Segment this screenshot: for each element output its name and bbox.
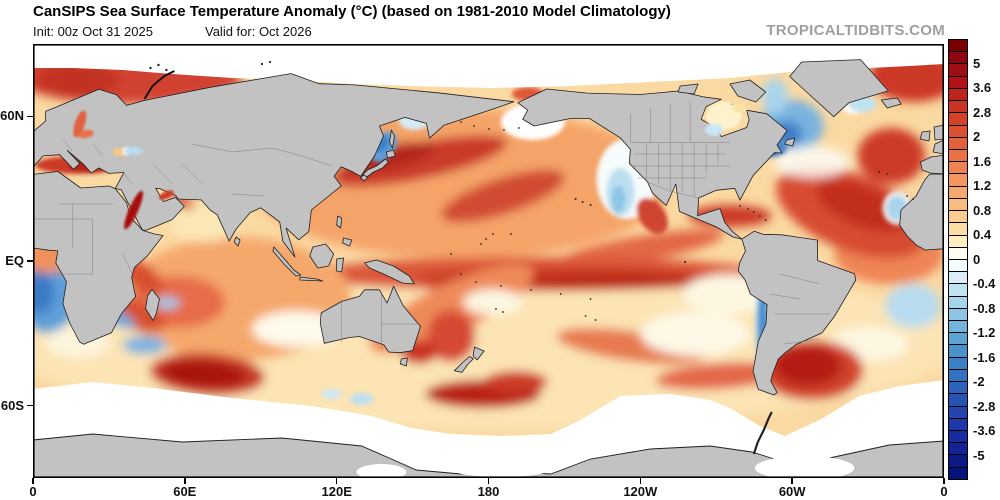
colorbar-segment [949,64,967,77]
valid-time-label: Valid for: Oct 2026 [205,24,312,39]
colorbar-tick-label: 3.6 [973,80,992,95]
colorbar-segment [949,235,967,248]
colorbar-segment [949,284,967,297]
x-axis-tick [639,478,642,484]
colorbar-tick-label: -2.8 [973,398,996,414]
colorbar-segment [949,101,967,114]
colorbar-segment [949,455,967,468]
colorbar-segment [949,76,967,89]
colorbar-segment [949,198,967,212]
colorbar-tick-label: -5 [973,447,985,463]
colorbar-tick-label: 1.2 [973,178,992,193]
page-title: CanSIPS Sea Surface Temperature Anomaly … [33,3,671,20]
colorbar-segment [949,406,967,419]
x-axis-tick-label: 0 [29,484,37,499]
colorbar-segment [949,162,967,175]
colorbar-segment [949,149,967,163]
y-axis-tick-label: EQ [5,252,24,268]
x-axis-tick-label: 0 [940,484,948,499]
colorbar-tick-label: 1.6 [973,153,992,169]
colorbar-segment [949,443,967,456]
colorbar-segment [949,296,967,309]
colorbar-segment [949,369,967,383]
x-axis-tick-label: 120W [623,484,658,499]
colorbar-segment [949,88,967,102]
y-axis-tick-label: 60S [0,397,24,413]
colorbar-segment [949,259,967,273]
init-time-label: Init: 00z Oct 31 2025 [33,24,153,39]
colorbar-segment [949,333,967,346]
x-axis-tick-label: 180 [477,484,500,499]
colorbar-tick-label: -0.4 [973,276,996,291]
colorbar-tick-label: -3.6 [973,423,996,438]
sst-anomaly-map [33,44,945,478]
watermark-tropicaltidbits: TROPICALTIDBITS.COM [766,22,945,39]
colorbar-segment [949,308,967,322]
colorbar-segment [949,186,967,199]
colorbar-tick-label: 5 [973,55,981,71]
colorbar-segment [949,418,967,431]
y-axis-tick [27,404,33,407]
colorbar-tick-label: 0.8 [973,202,992,218]
colorbar-segment [949,394,967,407]
colorbar-segment [949,125,967,138]
x-axis-tick [335,478,338,484]
y-axis-tick-label: 60N [0,108,24,124]
colorbar-segment [949,52,967,65]
colorbar-tick-label: -1.2 [973,325,996,340]
colorbar-segment [949,247,967,260]
colorbar-segment [949,357,967,370]
colorbar [948,39,968,480]
x-axis-tick-label: 60E [173,484,197,499]
colorbar-segment [949,467,967,479]
colorbar-segment [949,382,967,395]
x-axis-tick [791,478,793,484]
colorbar-segment [949,431,967,444]
colorbar-tick-label: -1.6 [973,349,996,365]
colorbar-tick-label: 0.4 [973,227,992,242]
x-axis-tick [184,478,186,484]
colorbar-segment [949,40,967,53]
y-axis-tick [27,260,33,262]
colorbar-segment [949,321,967,334]
x-axis-tick [487,478,490,484]
colorbar-segment [949,211,967,224]
y-axis-tick [27,115,33,118]
colorbar-segment [949,174,967,187]
colorbar-segment [949,113,967,126]
x-axis-tick [32,478,34,484]
colorbar-segment [949,223,967,236]
x-axis-tick-label: 120E [321,484,352,499]
map-canvas [33,44,945,478]
colorbar-tick-label: 2 [973,129,981,144]
x-axis-tick-label: 60W [778,484,806,499]
colorbar-segment [949,137,967,150]
colorbar-tick-label: 0 [973,251,981,267]
colorbar-segment [949,272,967,285]
colorbar-segment [949,345,967,358]
x-axis-tick [943,478,945,484]
colorbar-tick-label: -2 [973,374,985,389]
colorbar-tick-label: 2.8 [973,104,992,120]
colorbar-tick-label: -0.8 [973,300,996,316]
